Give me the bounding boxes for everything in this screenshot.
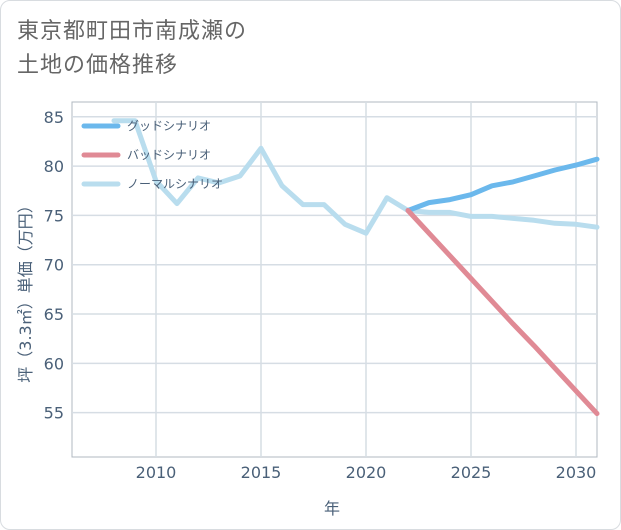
- legend-label-0: グッドシナリオ: [127, 119, 211, 133]
- x-tick-label: 2025: [451, 463, 492, 482]
- x-tick-label: 2010: [136, 463, 177, 482]
- y-tick-label: 55: [44, 404, 64, 423]
- legend-label-1: バッドシナリオ: [127, 148, 211, 162]
- x-tick-label: 2020: [346, 463, 387, 482]
- y-tick-label: 60: [44, 354, 64, 373]
- x-tick-label: 2015: [241, 463, 282, 482]
- x-axis-label: 年: [324, 499, 340, 518]
- series-line-0: [405, 156, 600, 213]
- legend-label-2: ノーマルシナリオ: [127, 177, 223, 191]
- series-line-2: [111, 118, 600, 236]
- series-line-1: [405, 208, 600, 417]
- series-lines: [111, 118, 600, 417]
- y-tick-label: 65: [44, 305, 64, 324]
- title-line-1: 東京都町田市南成瀬の: [17, 19, 248, 44]
- x-tick-label: 2030: [556, 463, 597, 482]
- grid-lines: [72, 102, 597, 457]
- plot-area: [71, 101, 598, 458]
- y-axis-label: 坪（3.3㎡）単価（万円）: [16, 197, 35, 382]
- axis-ticks: 55 60 65 70 75 80 85 2010 2015 2020 2025 2030: [44, 108, 597, 482]
- page-title: 東京都町田市南成瀬の 土地の価格推移: [17, 15, 437, 83]
- title-line-2: 土地の価格推移: [17, 53, 179, 78]
- y-tick-label: 85: [44, 108, 64, 127]
- y-tick-label: 75: [44, 206, 64, 225]
- y-tick-label: 70: [44, 256, 64, 275]
- y-tick-label: 80: [44, 157, 64, 176]
